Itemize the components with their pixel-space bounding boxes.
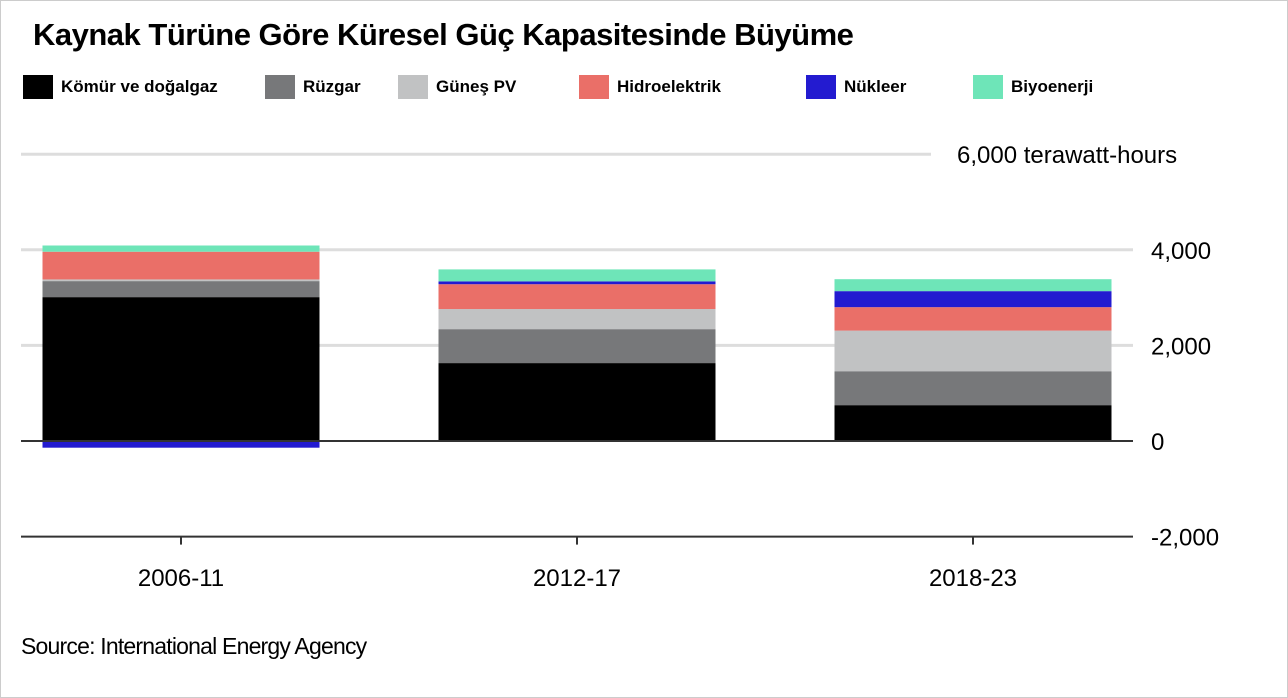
bar-segment bbox=[42, 441, 320, 448]
legend-swatch bbox=[265, 75, 295, 99]
x-tick-label: 2018-23 bbox=[929, 565, 1017, 592]
legend-item: Biyoenerji bbox=[973, 75, 1093, 99]
bar-segment bbox=[438, 281, 716, 285]
bar-segment bbox=[438, 269, 716, 282]
legend: Kömür ve doğalgaz Rüzgar Güneş PV Hidroelek… bbox=[23, 75, 1223, 105]
x-tick-label: 2012-17 bbox=[533, 565, 621, 592]
bar-segment bbox=[42, 245, 320, 252]
legend-swatch bbox=[973, 75, 1003, 99]
legend-swatch bbox=[398, 75, 428, 99]
y-tick-label: 0 bbox=[1151, 429, 1164, 456]
legend-label: Kömür ve doğalgaz bbox=[61, 77, 218, 96]
legend-label: Rüzgar bbox=[303, 77, 361, 96]
bar-segment bbox=[834, 330, 1112, 372]
legend-label: Hidroelektrik bbox=[617, 77, 721, 96]
bar-segment bbox=[438, 363, 716, 441]
legend-swatch bbox=[579, 75, 609, 99]
bar-segment bbox=[438, 329, 716, 364]
bar-segment bbox=[834, 307, 1112, 331]
legend-item: Rüzgar bbox=[265, 75, 361, 99]
bar-segment bbox=[42, 297, 320, 441]
legend-label: Biyoenerji bbox=[1011, 77, 1094, 96]
y-tick-label: 4,000 bbox=[1151, 238, 1211, 265]
legend-item: Nükleer bbox=[806, 75, 906, 99]
source-note: Source: International Energy Agency bbox=[21, 633, 367, 659]
legend-label: Nükleer bbox=[844, 77, 907, 96]
chart-title: Kaynak Türüne Göre Küresel Güç Kapasites… bbox=[33, 17, 854, 52]
legend-swatch bbox=[806, 75, 836, 99]
legend-item: Hidroelektrik bbox=[579, 75, 721, 99]
legend-label: Güneş PV bbox=[436, 77, 517, 96]
legend-item: Güneş PV bbox=[398, 75, 516, 99]
legend-swatch bbox=[23, 75, 53, 99]
bar-segment bbox=[438, 309, 716, 330]
bar-segment bbox=[438, 284, 716, 310]
legend-item: Kömür ve doğalgaz bbox=[23, 75, 218, 99]
bar-segment bbox=[834, 279, 1112, 292]
bar-segment bbox=[834, 405, 1112, 441]
bar-segment bbox=[834, 371, 1112, 406]
bar-segment bbox=[42, 279, 320, 282]
bar-segment bbox=[42, 281, 320, 298]
y-tick-label: 6,000 terawatt-hours bbox=[957, 142, 1177, 169]
y-tick-label: -2,000 bbox=[1151, 525, 1219, 552]
x-tick-label: 2006-11 bbox=[138, 565, 224, 592]
bar-segment bbox=[42, 251, 320, 280]
bar-segment bbox=[834, 291, 1112, 308]
y-tick-label: 2,000 bbox=[1151, 333, 1211, 360]
